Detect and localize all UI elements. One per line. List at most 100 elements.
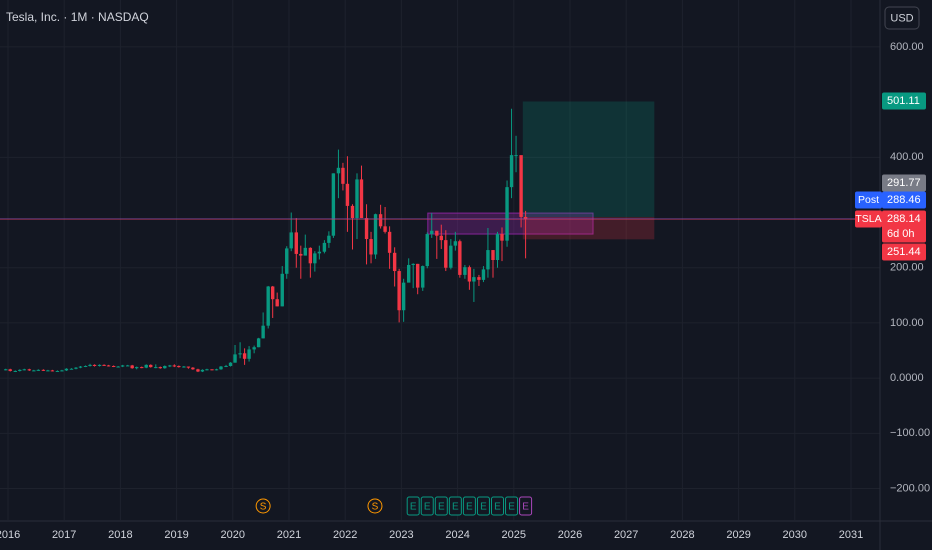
candle-body <box>191 367 195 370</box>
x-tick-label: 2024 <box>445 529 469 541</box>
candle-body <box>477 277 481 280</box>
candle-body <box>261 325 265 339</box>
candle-body <box>270 286 275 300</box>
x-tick-label: 2018 <box>108 529 132 541</box>
candle-body <box>154 367 158 369</box>
event-label: E <box>410 502 417 513</box>
candle-body <box>106 365 111 367</box>
candle-body <box>125 365 130 367</box>
candle-body <box>322 242 327 252</box>
overlay: 600.00 400.00 200.00 100.00 0.0000 −100.00 −20… <box>0 41 930 541</box>
candle-body <box>491 250 495 260</box>
candle-body <box>186 366 191 368</box>
candle-body <box>163 365 167 369</box>
plot-area <box>0 101 880 373</box>
y-tick-label: 400.00 <box>890 151 924 163</box>
currency-label[interactable]: USD <box>890 12 913 24</box>
candle-body <box>242 353 247 359</box>
candle-body <box>415 263 420 288</box>
candle-body <box>495 234 500 260</box>
candle-body <box>130 365 134 369</box>
y-tick-label: 0.0000 <box>890 372 924 384</box>
x-tick-label: 2026 <box>558 529 582 541</box>
price-label-box <box>882 210 926 243</box>
symbol-label: TSLA <box>855 213 881 225</box>
event-label: E <box>522 502 529 513</box>
x-tick-label: 2029 <box>726 529 750 541</box>
candle-body <box>88 364 92 366</box>
candle-body <box>449 245 453 268</box>
candle-body <box>364 218 369 240</box>
candle-body <box>97 364 102 366</box>
candle-body <box>50 370 55 372</box>
y-tick-label: 100.00 <box>890 317 924 329</box>
candle-body <box>238 353 242 355</box>
candle-body <box>64 368 69 371</box>
candle-body <box>46 370 50 372</box>
x-tick-label: 2017 <box>52 529 76 541</box>
candle-body <box>120 365 125 367</box>
candle-body <box>458 241 462 275</box>
candle-body <box>345 183 350 206</box>
x-tick-label: 2016 <box>0 529 20 541</box>
candle-body <box>275 299 279 307</box>
candle-body <box>317 251 322 254</box>
candle-body <box>78 366 83 368</box>
candle-body <box>219 366 223 370</box>
candle-body <box>294 232 298 254</box>
candle-body <box>519 155 523 217</box>
x-tick-label: 2023 <box>389 529 413 541</box>
candle-body <box>196 369 200 372</box>
candle-body <box>313 253 317 264</box>
candle-body <box>224 365 228 367</box>
candle-body <box>453 241 458 246</box>
price-label: 291.77 <box>887 177 921 189</box>
price-label: 288.46 <box>887 194 921 206</box>
candle-body <box>200 369 205 372</box>
symbol-label-box <box>855 191 882 209</box>
symbol-label-box <box>855 210 882 228</box>
candle-body <box>8 369 12 371</box>
currency-button[interactable] <box>884 6 920 30</box>
candle-body <box>289 232 293 249</box>
event-label: E <box>480 502 487 513</box>
candle-body <box>514 155 518 157</box>
event-label: S <box>372 502 379 513</box>
x-tick-label: 2022 <box>333 529 357 541</box>
candle-body <box>350 205 355 219</box>
y-tick-label: 200.00 <box>890 262 924 274</box>
candle-body <box>430 230 434 235</box>
candle-body <box>252 347 256 350</box>
candle-body <box>444 240 448 268</box>
candle-body <box>13 370 17 372</box>
candle-body <box>205 369 209 371</box>
price-label: 501.11 <box>887 95 920 107</box>
price-label: 251.44 <box>887 246 921 258</box>
candle-body <box>280 273 284 307</box>
candle-body <box>158 367 162 369</box>
candle-body <box>341 167 345 184</box>
candle-body <box>172 365 177 367</box>
price-label-box <box>882 174 926 192</box>
price-label: 288.14 <box>887 213 921 225</box>
event-marker <box>434 496 448 516</box>
candle-body <box>247 349 251 359</box>
candle-body <box>523 216 528 220</box>
price-label-box <box>882 191 926 209</box>
candle-body <box>233 354 237 363</box>
candle-body <box>299 253 303 256</box>
candle-body <box>425 234 429 267</box>
candle-body <box>144 364 148 368</box>
event-marker <box>519 496 533 516</box>
candle-body <box>331 173 336 236</box>
candle-body <box>439 235 443 241</box>
candle-body <box>168 365 172 367</box>
candle-body <box>406 264 411 283</box>
x-tick-label: 2021 <box>277 529 301 541</box>
candle-body <box>41 369 46 371</box>
x-tick-label: 2030 <box>783 529 807 541</box>
candle-body <box>102 364 106 366</box>
candle-body <box>149 364 153 368</box>
candle-body <box>228 362 233 366</box>
